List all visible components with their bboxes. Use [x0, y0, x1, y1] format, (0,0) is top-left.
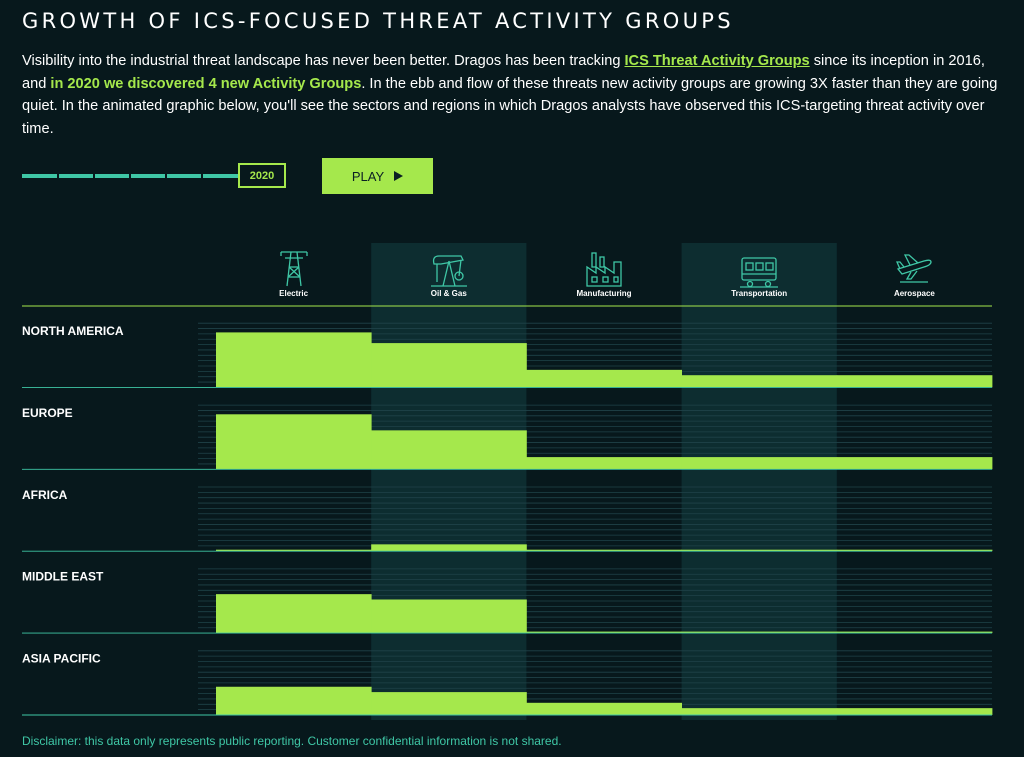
region-rows: NORTH AMERICA EUROPE AFRICA MIDDLE EAST ASIA… [22, 324, 993, 716]
bar[interactable] [681, 708, 838, 715]
bar[interactable] [836, 457, 993, 470]
bar[interactable] [216, 594, 372, 634]
bar[interactable] [371, 692, 527, 715]
bar[interactable] [681, 631, 838, 634]
ics-threat-activity-groups-link[interactable]: ICS Threat Activity Groups [624, 53, 810, 69]
highlight-column [681, 243, 837, 720]
intro-highlight: in 2020 we discovered 4 new Activity Gro… [50, 75, 362, 92]
bar[interactable] [681, 457, 838, 470]
region-row: ASIA PACIFIC [22, 652, 993, 716]
disclaimer: Disclaimer: this data only represents pu… [22, 734, 562, 748]
bar[interactable] [836, 549, 993, 552]
region-row: NORTH AMERICA [22, 324, 993, 388]
bar[interactable] [216, 549, 372, 552]
bar[interactable] [526, 631, 682, 634]
intro-text: . In the ebb and flow of these threats n… [22, 75, 998, 137]
bar[interactable] [526, 457, 682, 470]
bar[interactable] [216, 332, 372, 388]
year-slider-handle[interactable]: 2020 [238, 163, 286, 188]
activity-groups-chart: Electric Oil & Gas Manufacturing Transporta… [22, 243, 993, 720]
region-row: EUROPE [22, 406, 993, 470]
bar[interactable] [526, 549, 682, 552]
region-label: AFRICA [22, 488, 68, 502]
sector-label: Oil & Gas [431, 289, 468, 298]
factory-icon [586, 252, 622, 287]
year-slider-tick [93, 174, 95, 178]
region-label: EUROPE [22, 406, 73, 420]
region-row: AFRICA [22, 488, 993, 552]
play-button[interactable]: PLAY [322, 158, 433, 194]
airplane-icon [896, 254, 932, 283]
intro-text: since its inception in 2016, and [22, 53, 985, 92]
region-label: ASIA PACIFIC [22, 652, 101, 666]
year-label: 2020 [249, 169, 275, 182]
train-icon [740, 257, 778, 288]
bar[interactable] [836, 708, 993, 715]
bar[interactable] [216, 686, 372, 715]
region-label: MIDDLE EAST [22, 570, 104, 584]
bar[interactable] [836, 375, 993, 388]
bar[interactable] [216, 414, 372, 470]
year-slider-tick [129, 174, 131, 178]
power-pylon-icon [280, 251, 308, 287]
page-title: GROWTH OF ICS-FOCUSED THREAT ACTIVITY GR… [22, 9, 734, 33]
highlight-column [371, 243, 527, 720]
region-label: NORTH AMERICA [22, 324, 124, 338]
intro-text: Visibility into the industrial threat la… [22, 53, 625, 69]
sector-label: Manufacturing [576, 289, 631, 298]
intro-paragraph: Visibility into the industrial threat la… [22, 50, 1012, 140]
year-slider[interactable] [22, 174, 238, 178]
bar[interactable] [371, 343, 527, 388]
bar[interactable] [371, 599, 527, 634]
sector-icons [280, 251, 932, 288]
play-icon [394, 171, 404, 181]
year-slider-tick [57, 174, 59, 178]
bar[interactable] [526, 702, 682, 715]
sector-label: Electric [279, 289, 308, 298]
sector-label: Transportation [731, 289, 787, 298]
oil-pump-icon [431, 255, 467, 287]
sector-label: Aerospace [894, 289, 935, 298]
bar[interactable] [681, 375, 838, 388]
bar[interactable] [836, 631, 993, 634]
year-slider-tick [165, 174, 167, 178]
play-label: PLAY [351, 168, 385, 184]
sector-labels: Electric Oil & Gas Manufacturing Transporta… [279, 289, 935, 298]
bar[interactable] [681, 549, 838, 552]
region-row: MIDDLE EAST [22, 570, 993, 634]
year-slider-tick [201, 174, 203, 178]
bar[interactable] [371, 430, 527, 470]
highlight-columns [371, 243, 837, 720]
bar[interactable] [371, 544, 527, 552]
bar[interactable] [526, 369, 682, 388]
